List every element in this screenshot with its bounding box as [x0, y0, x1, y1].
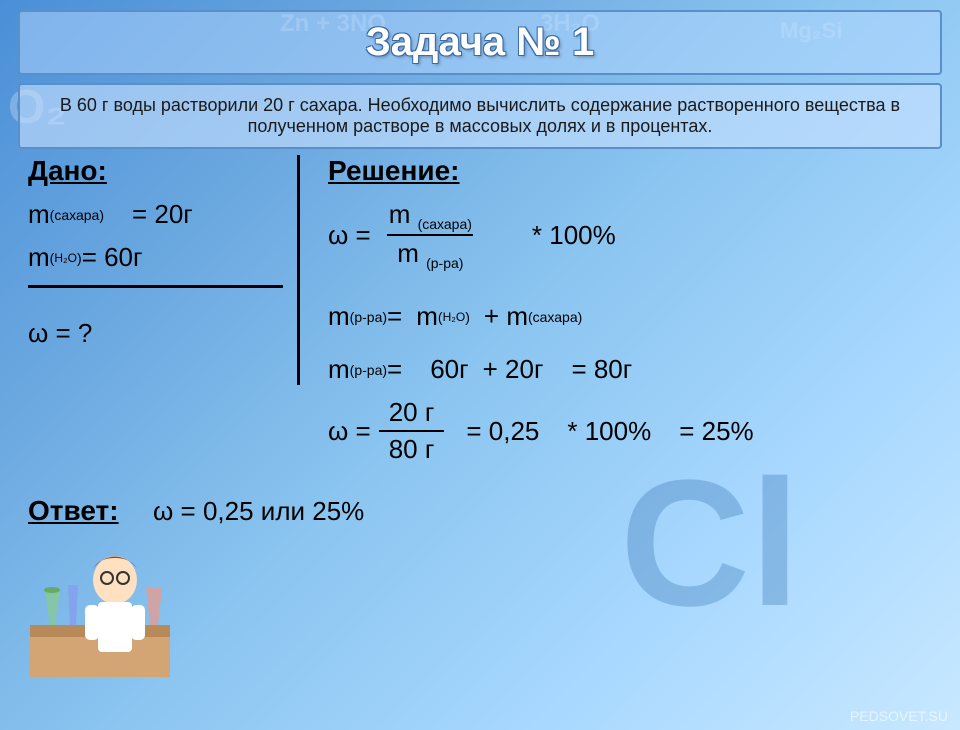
mass-symbol: m — [28, 199, 50, 230]
denominator: 80 г — [379, 430, 445, 465]
superscript-h2o: H₂O — [54, 251, 77, 265]
formula-omega-definition: ω = m (сахара) m (р-ра) * 100% — [328, 199, 932, 271]
given-value: = 20г — [132, 199, 193, 230]
watermark: PEDSOVET.SU — [850, 708, 948, 724]
formula-omega-calc: ω = 20 г 80 г = 0,25 * 100% = 25% — [328, 397, 932, 465]
denominator-sub: (р-ра) — [426, 255, 463, 271]
answer-value: ω = 0,25 или 25% — [153, 496, 364, 527]
subscript-sugar: (сахара) — [50, 207, 104, 223]
fraction: 20 г 80 г — [379, 397, 445, 465]
answer-label: Ответ: — [28, 495, 119, 527]
given-line-1: m (сахара) = 20г — [28, 199, 298, 230]
equals: = — [387, 301, 402, 332]
decimal-result: = 0,25 — [466, 416, 539, 447]
times-100pct: * 100% — [532, 220, 616, 251]
subscript-solution: (р-ра) — [350, 309, 387, 325]
mass-symbol: m — [28, 242, 50, 273]
subscript-solution: (р-ра) — [350, 362, 387, 378]
mass-symbol: m — [328, 301, 350, 332]
omega-equals: ω = — [328, 416, 371, 447]
to-find: ω = ? — [28, 318, 298, 349]
mass-symbol: m — [416, 301, 438, 332]
denominator-m: m — [397, 238, 426, 268]
numerator-sub: (сахара) — [418, 216, 472, 232]
solution-column: Решение: ω = m (сахара) m (р-ра) * 100% … — [298, 155, 932, 477]
title-box: Задача № 1 — [18, 10, 942, 75]
paren-close: ) — [465, 309, 470, 325]
value: 60г — [430, 354, 468, 385]
given-column: Дано: m (сахара) = 20г m ( H₂O ) = 60г ω… — [28, 155, 298, 477]
plus-mass: + m — [484, 301, 528, 332]
numerator: 20 г — [379, 397, 445, 430]
problem-title: Задача № 1 — [32, 20, 928, 65]
solution-heading: Решение: — [328, 155, 932, 187]
percent-result: = 25% — [679, 416, 753, 447]
scientist-illustration — [20, 530, 180, 680]
times-100pct: * 100% — [567, 416, 651, 447]
vertical-divider — [297, 155, 300, 385]
value: + 20г — [483, 354, 544, 385]
equals: = — [387, 354, 402, 385]
given-value: = 60г — [82, 242, 143, 273]
given-heading: Дано: — [28, 155, 298, 187]
worked-solution: Дано: m (сахара) = 20г m ( H₂O ) = 60г ω… — [0, 155, 960, 477]
given-line-2: m ( H₂O ) = 60г — [28, 242, 298, 273]
result: = 80г — [571, 354, 632, 385]
subscript-sugar: (сахара) — [528, 309, 582, 325]
omega-equals: ω = — [328, 220, 371, 251]
horizontal-divider — [28, 285, 283, 288]
formula-mass-solution-def: m (р-ра) = m ( H₂O ) + m (сахара) — [328, 301, 932, 332]
numerator-m: m — [389, 199, 418, 229]
problem-statement: В 60 г воды растворили 20 г сахара. Необ… — [18, 83, 942, 149]
superscript-h2o: H₂O — [443, 310, 466, 324]
fraction: m (сахара) m (р-ра) — [379, 199, 482, 271]
formula-mass-solution-calc: m (р-ра) = 60г + 20г = 80г — [328, 354, 932, 385]
mass-symbol: m — [328, 354, 350, 385]
